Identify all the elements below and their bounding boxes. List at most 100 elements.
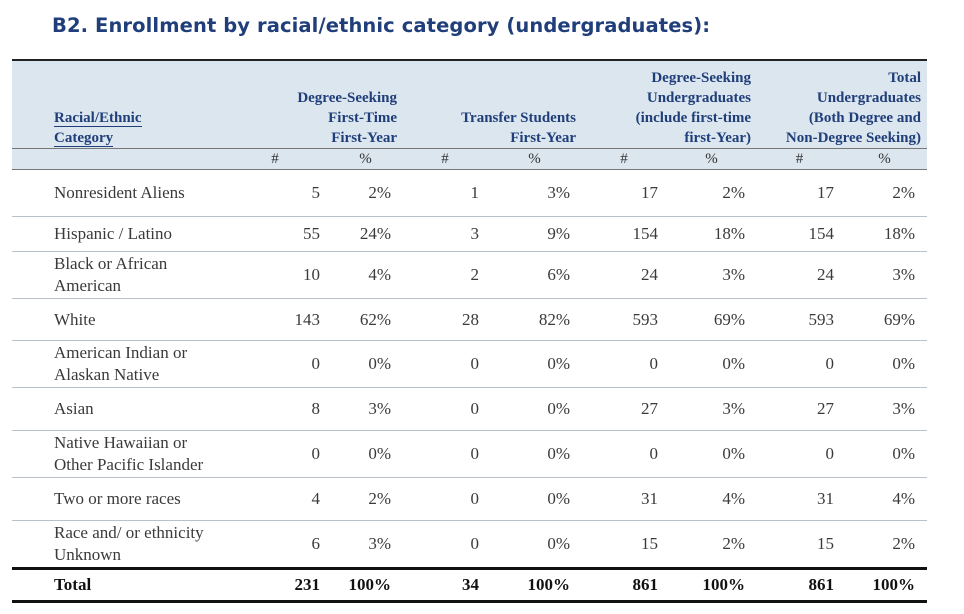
cell-percent: 6%: [487, 251, 583, 299]
total-percent: 100%: [666, 568, 758, 603]
cell-percent: 2%: [328, 169, 404, 217]
cell-count: 0: [582, 340, 667, 388]
row-label: Hispanic / Latino: [12, 216, 222, 252]
subheader-percent: %: [666, 148, 758, 170]
total-count: 861: [757, 568, 843, 603]
cell-count: 0: [757, 430, 843, 478]
cell-percent: 9%: [487, 216, 583, 252]
cell-percent: 2%: [328, 477, 404, 521]
row-label-line: Two or more races: [54, 489, 181, 508]
table-row: White 143 62% 28 82% 593 69% 593 69%: [12, 298, 928, 341]
total-count: 861: [582, 568, 667, 603]
cell-count: 1: [403, 169, 488, 217]
row-label: Nonresident Aliens: [12, 169, 222, 217]
header-line: Non-Degree Seeking): [785, 130, 922, 146]
cell-percent: 0%: [328, 430, 404, 478]
cell-count: 0: [222, 430, 328, 478]
total-percent: 100%: [328, 568, 404, 603]
cell-count: 0: [757, 340, 843, 388]
table-row: Race and/ or ethnicity Unknown 6 3% 0 0% …: [12, 520, 928, 570]
cell-percent: 0%: [487, 520, 583, 570]
cell-count: 154: [582, 216, 667, 252]
cell-count: 593: [582, 298, 667, 341]
header-line: Transfer Students: [461, 110, 577, 126]
table-row: Hispanic / Latino 55 24% 3 9% 154 18% 15…: [12, 216, 928, 252]
subheader-blank: [12, 148, 222, 170]
column-header-degree-seeking-undergraduates: Degree-Seeking Undergraduates (include f…: [582, 59, 758, 149]
cell-count: 31: [582, 477, 667, 521]
cell-count: 15: [757, 520, 843, 570]
cell-count: 3: [403, 216, 488, 252]
table-row: Two or more races 4 2% 0 0% 31 4% 31 4%: [12, 477, 928, 521]
cell-percent: 24%: [328, 216, 404, 252]
cell-percent: 0%: [487, 340, 583, 388]
header-line: Racial/Ethnic: [54, 110, 142, 127]
cell-percent: 0%: [487, 387, 583, 431]
header-line: First-Time: [328, 110, 398, 126]
table-row: Native Hawaiian or Other Pacific Islander…: [12, 430, 928, 478]
page-title: B2. Enrollment by racial/ethnic category…: [52, 14, 711, 37]
subheader-percent: %: [328, 148, 404, 170]
cell-percent: 4%: [842, 477, 928, 521]
subheader-count: #: [222, 148, 328, 170]
cell-percent: 3%: [328, 387, 404, 431]
header-line: Category: [54, 130, 114, 147]
row-label-line: White: [54, 309, 96, 329]
header-line: Degree-Seeking: [297, 90, 398, 106]
cell-percent: 3%: [487, 169, 583, 217]
subheader-count: #: [403, 148, 488, 170]
cell-count: 143: [222, 298, 328, 341]
row-label: Asian: [12, 387, 222, 431]
cell-percent: 2%: [842, 169, 928, 217]
row-label-line: Other Pacific Islander: [54, 455, 204, 474]
cell-percent: 0%: [842, 340, 928, 388]
cell-count: 4: [222, 477, 328, 521]
cell-count: 0: [403, 520, 488, 570]
row-label-line: Unknown: [54, 545, 122, 564]
row-label-line: American: [54, 276, 122, 295]
cell-percent: 4%: [666, 477, 758, 521]
cell-count: 28: [403, 298, 488, 341]
cell-percent: 3%: [666, 251, 758, 299]
total-count: 231: [222, 568, 328, 603]
cell-count: 24: [582, 251, 667, 299]
column-header-first-time-first-year: Degree-Seeking First-Time First-Year: [222, 59, 404, 149]
header-line: Undergraduates: [646, 90, 752, 106]
cell-count: 593: [757, 298, 843, 341]
row-label: Race and/ or ethnicity Unknown: [12, 520, 222, 570]
cell-count: 2: [403, 251, 488, 299]
table-subheader-row: # % # % # % # %: [12, 148, 928, 170]
subheader-percent: %: [487, 148, 583, 170]
header-line: (include first-time: [635, 110, 752, 126]
cell-count: 0: [222, 340, 328, 388]
row-label: Native Hawaiian or Other Pacific Islander: [12, 430, 222, 478]
row-label-line: Black or African: [54, 254, 168, 273]
cell-percent: 0%: [487, 477, 583, 521]
cell-count: 55: [222, 216, 328, 252]
cell-percent: 0%: [666, 340, 758, 388]
subheader-count: #: [582, 148, 667, 170]
cell-percent: 62%: [328, 298, 404, 341]
header-line: (Both Degree and: [808, 110, 922, 126]
cell-count: 10: [222, 251, 328, 299]
cell-count: 27: [757, 387, 843, 431]
cell-count: 154: [757, 216, 843, 252]
cell-percent: 0%: [666, 430, 758, 478]
table-row: Asian 8 3% 0 0% 27 3% 27 3%: [12, 387, 928, 431]
subheader-count: #: [757, 148, 843, 170]
enrollment-table: Racial/Ethnic Category Degree-Seeking Fi…: [12, 59, 928, 603]
cell-count: 17: [582, 169, 667, 217]
cell-count: 0: [403, 340, 488, 388]
cell-percent: 2%: [666, 169, 758, 217]
cell-percent: 2%: [666, 520, 758, 570]
cell-percent: 69%: [842, 298, 928, 341]
cell-percent: 82%: [487, 298, 583, 341]
row-label: Two or more races: [12, 477, 222, 521]
header-line: Degree-Seeking: [651, 70, 752, 86]
cell-percent: 0%: [842, 430, 928, 478]
cell-percent: 18%: [842, 216, 928, 252]
total-percent: 100%: [842, 568, 928, 603]
column-header-total-undergraduates: Total Undergraduates (Both Degree and No…: [757, 59, 928, 149]
table-row: American Indian or Alaskan Native 0 0% 0 …: [12, 340, 928, 388]
table-row: Nonresident Aliens 5 2% 1 3% 17 2% 17 2%: [12, 169, 928, 217]
